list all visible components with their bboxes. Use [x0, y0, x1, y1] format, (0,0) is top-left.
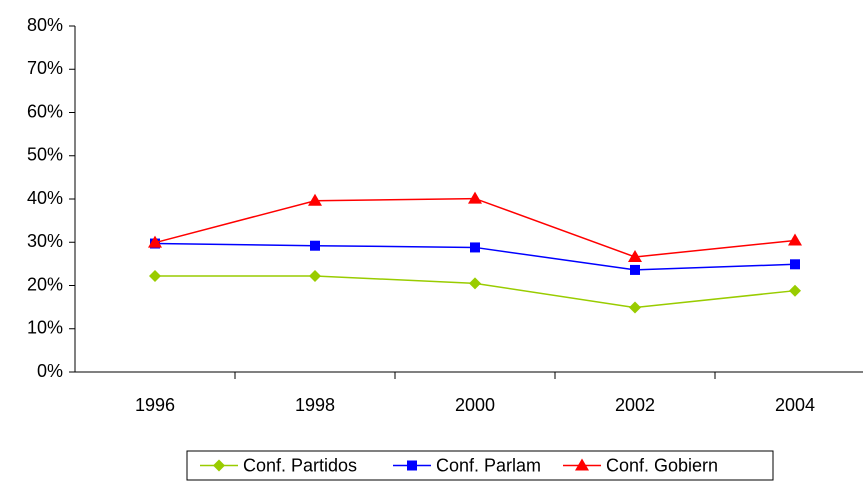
- x-tick-label: 2004: [775, 395, 815, 415]
- legend-label: Conf. Gobiern: [606, 455, 718, 475]
- y-tick-label: 20%: [27, 274, 63, 294]
- y-tick-label: 30%: [27, 231, 63, 251]
- data-point: [629, 301, 641, 314]
- data-point: [628, 249, 642, 262]
- data-point: [148, 235, 162, 248]
- x-tick-label: 1998: [295, 395, 335, 415]
- data-point: [308, 193, 322, 206]
- x-tick-label: 2000: [455, 395, 495, 415]
- legend-marker: [407, 460, 417, 471]
- data-point: [468, 191, 482, 204]
- data-point: [630, 264, 640, 275]
- y-tick-label: 50%: [27, 145, 63, 165]
- y-tick-label: 60%: [27, 101, 63, 121]
- y-tick-label: 40%: [27, 188, 63, 208]
- data-point: [789, 284, 801, 297]
- data-point: [470, 242, 480, 253]
- data-point: [310, 240, 320, 251]
- legend-label: Conf. Partidos: [243, 455, 357, 475]
- data-point: [469, 277, 481, 290]
- data-point: [790, 259, 800, 270]
- x-tick-label: 1996: [135, 395, 175, 415]
- y-tick-label: 0%: [37, 361, 63, 381]
- data-point: [788, 233, 802, 246]
- y-tick-label: 70%: [27, 58, 63, 78]
- legend-marker: [213, 459, 225, 472]
- legend-box: [186, 450, 774, 481]
- data-point: [149, 269, 161, 282]
- legend-label: Conf. Parlam: [436, 455, 541, 475]
- y-tick-label: 10%: [27, 318, 63, 338]
- legend-marker: [575, 458, 589, 471]
- y-tick-label: 80%: [27, 15, 63, 35]
- data-point: [309, 269, 321, 282]
- x-tick-label: 2002: [615, 395, 655, 415]
